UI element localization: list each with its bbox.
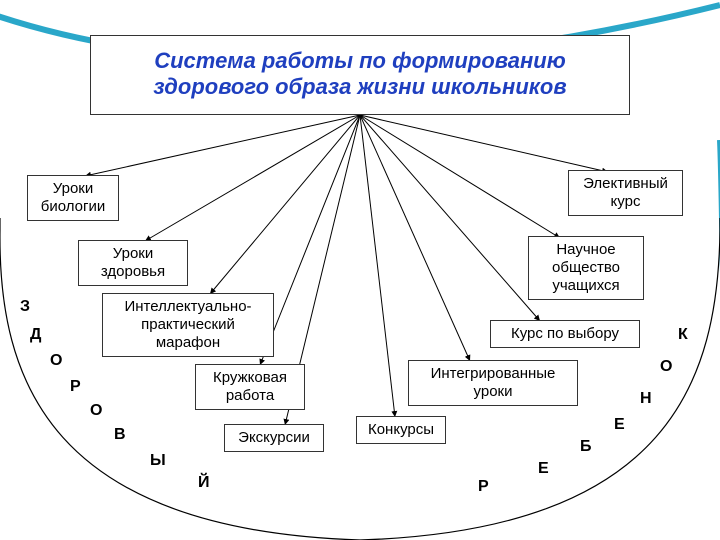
node-elective: Элективный курс (568, 170, 683, 216)
curve-letter: Р (70, 378, 81, 396)
node-label: Элективный курс (583, 175, 668, 210)
curve-letter: О (50, 352, 62, 370)
node-label: Уроки здоровья (101, 245, 165, 280)
arrow-to-choice (360, 115, 540, 321)
node-contests: Конкурсы (356, 416, 446, 444)
node-integrated: Интегрированные уроки (408, 360, 578, 406)
node-label: Курс по выбору (511, 325, 619, 342)
node-label: Интеллектуально-практический марафон (124, 298, 251, 351)
node-label: Кружковая работа (213, 369, 287, 404)
diagram-canvas: Система работы по формированию здорового… (0, 0, 720, 540)
curve-letter: Й (198, 474, 210, 492)
curve-letter: Д (30, 326, 41, 344)
arrow-to-elective (360, 115, 608, 172)
curve-letter: Ы (150, 452, 166, 470)
node-label: Экскурсии (238, 429, 310, 446)
arrow-to-marathon (210, 115, 360, 294)
diagram-title: Система работы по формированию здорового… (90, 35, 630, 115)
node-label: Конкурсы (368, 421, 434, 438)
arrow-to-biology (85, 115, 360, 176)
node-club: Кружковая работа (195, 364, 305, 410)
curve-letter: З (20, 298, 30, 316)
node-label: Интегрированные уроки (431, 365, 556, 400)
node-excursions: Экскурсии (224, 424, 324, 452)
node-society: Научное общество учащихся (528, 236, 644, 300)
arrow-to-health (145, 115, 360, 241)
node-marathon: Интеллектуально-практический марафон (102, 293, 274, 357)
diagram-title-text: Система работы по формированию здорового… (153, 48, 566, 99)
arrow-to-contests (360, 115, 395, 417)
curve-letter: О (660, 358, 672, 376)
curve-letter: О (90, 402, 102, 420)
curve-letter: К (678, 326, 688, 344)
curve-letter: Б (580, 438, 592, 456)
curve-letter: В (114, 426, 126, 444)
node-health: Уроки здоровья (78, 240, 188, 286)
node-label: Научное общество учащихся (552, 241, 620, 294)
curve-letter: Е (614, 416, 625, 434)
curve-letter: Н (640, 390, 652, 408)
node-biology: Уроки биологии (27, 175, 119, 221)
arrow-to-club (260, 115, 360, 365)
node-label: Уроки биологии (41, 180, 105, 215)
arrow-to-society (360, 115, 560, 238)
curve-letter: Е (538, 460, 549, 478)
arrow-to-integrated (360, 115, 470, 361)
node-choice: Курс по выбору (490, 320, 640, 348)
curve-letter: Р (478, 478, 489, 496)
